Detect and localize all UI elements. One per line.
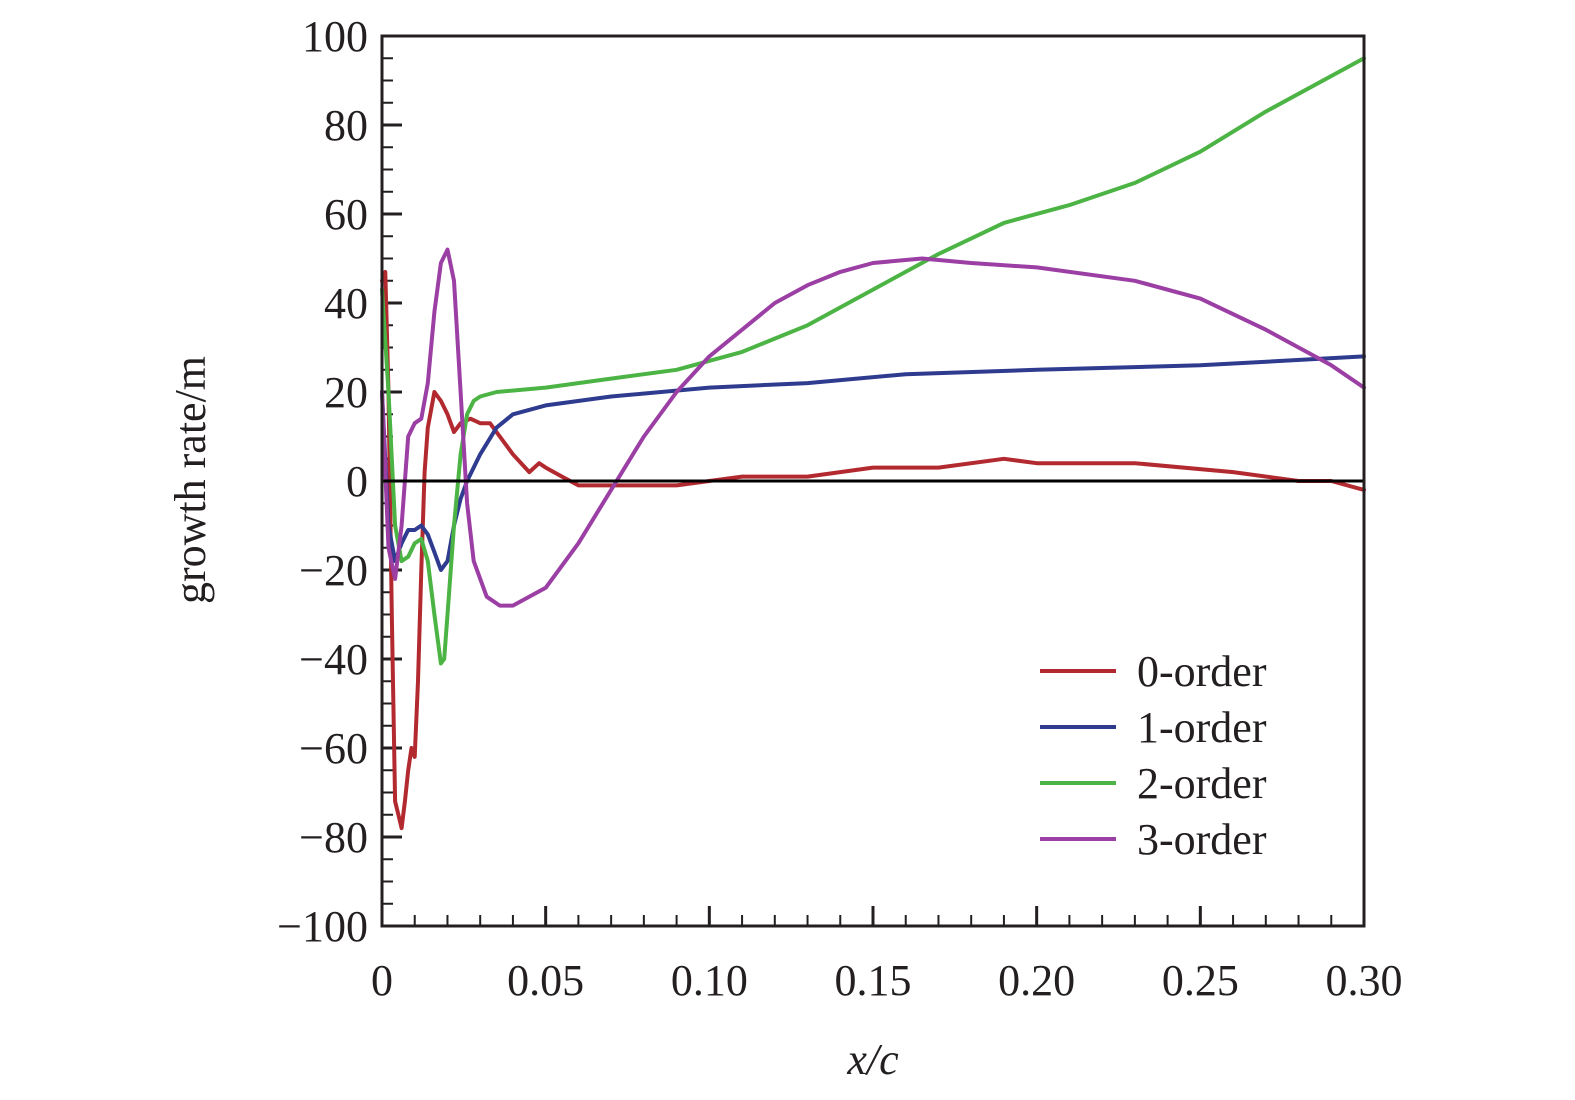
x-tick-label: 0.20 bbox=[998, 956, 1075, 1005]
y-tick-label: 100 bbox=[302, 12, 368, 61]
y-tick-label: 80 bbox=[324, 101, 368, 150]
y-axis-label: growth rate/m bbox=[166, 356, 215, 604]
y-tick-label: 0 bbox=[346, 457, 368, 506]
series-line-1 bbox=[380, 354, 1366, 572]
y-tick-label: 40 bbox=[324, 279, 368, 328]
plot-frame bbox=[380, 34, 1366, 928]
legend-label-0: 0-order bbox=[1137, 647, 1267, 696]
y-tick-label: 60 bbox=[324, 190, 368, 239]
x-tick-label: 0.05 bbox=[507, 956, 584, 1005]
y-tick-label: −20 bbox=[299, 546, 368, 595]
series-line-0 bbox=[380, 269, 1366, 831]
y-tick-label: −100 bbox=[277, 902, 368, 951]
axis-tick-labels: 0 0.05 0.10 0.15 0.20 0.25 0.30 100 80 60 40 20 0 −20… bbox=[277, 12, 1402, 1005]
y-tick-label: 20 bbox=[324, 368, 368, 417]
series-line-3 bbox=[380, 247, 1366, 608]
legend-label-3: 3-order bbox=[1137, 815, 1267, 864]
x-tick-label: 0.30 bbox=[1326, 956, 1403, 1005]
legend: 0-order 1-order 2-order 3-order bbox=[1040, 647, 1267, 864]
series-lines bbox=[380, 56, 1366, 831]
legend-label-2: 2-order bbox=[1137, 759, 1267, 808]
x-tick-label: 0.25 bbox=[1162, 956, 1239, 1005]
y-tick-label: −40 bbox=[299, 635, 368, 684]
x-tick-label: 0.15 bbox=[835, 956, 912, 1005]
series-line-2 bbox=[380, 56, 1366, 666]
legend-label-1: 1-order bbox=[1137, 703, 1267, 752]
x-tick-label: 0 bbox=[371, 956, 393, 1005]
y-tick-label: −80 bbox=[299, 813, 368, 862]
x-axis-label: x/c bbox=[846, 1035, 899, 1084]
x-tick-label: 0.10 bbox=[671, 956, 748, 1005]
y-tick-label: −60 bbox=[299, 724, 368, 773]
